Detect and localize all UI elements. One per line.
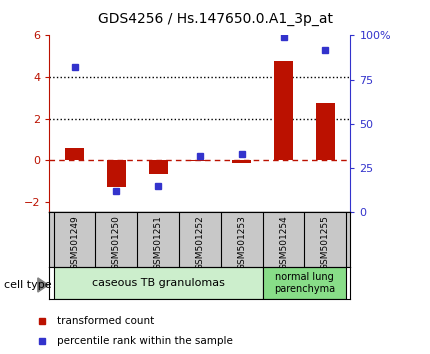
Polygon shape	[38, 278, 48, 292]
Text: GSM501249: GSM501249	[70, 215, 79, 270]
Text: normal lung
parenchyma: normal lung parenchyma	[274, 272, 335, 294]
Bar	[149, 160, 168, 174]
Bar	[190, 160, 209, 161]
Text: GSM501253: GSM501253	[237, 215, 246, 270]
Bar	[107, 160, 126, 187]
Bar	[232, 160, 251, 163]
Text: GDS4256 / Hs.147650.0.A1_3p_at: GDS4256 / Hs.147650.0.A1_3p_at	[98, 12, 332, 27]
Text: GSM501250: GSM501250	[112, 215, 121, 270]
Text: GSM501252: GSM501252	[196, 215, 204, 270]
Text: GSM501251: GSM501251	[154, 215, 163, 270]
Bar	[316, 103, 335, 160]
Bar	[263, 267, 346, 299]
Bar	[54, 267, 263, 299]
Text: GSM501255: GSM501255	[321, 215, 330, 270]
Text: caseous TB granulomas: caseous TB granulomas	[92, 278, 224, 288]
Text: cell type: cell type	[4, 280, 52, 290]
Text: transformed count: transformed count	[57, 316, 154, 326]
Bar	[274, 62, 293, 160]
Text: GSM501254: GSM501254	[279, 215, 288, 270]
Bar	[65, 148, 84, 160]
Text: percentile rank within the sample: percentile rank within the sample	[57, 336, 233, 346]
